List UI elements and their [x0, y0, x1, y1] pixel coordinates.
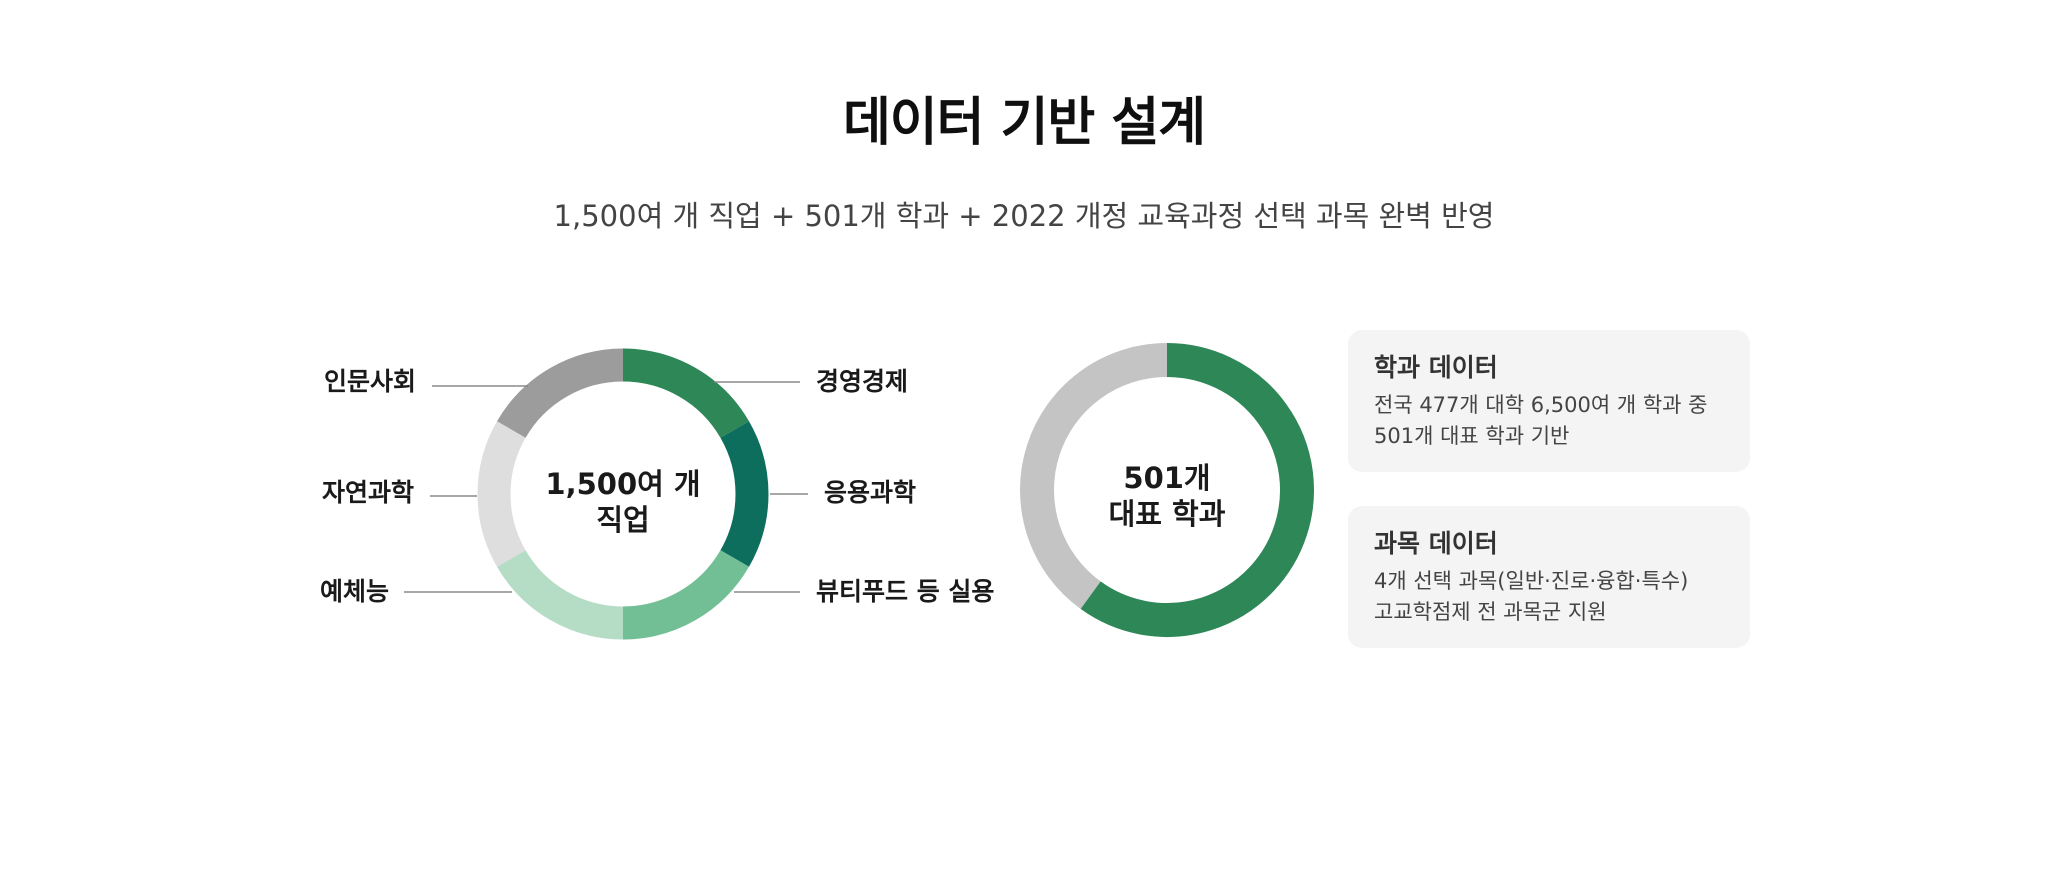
jobs-donut-slice-2: [622, 549, 750, 640]
jobs-donut-slice-0: [622, 348, 750, 439]
subject-data-card-title: 과목 데이터: [1374, 529, 1498, 558]
major-data-card-line-2: 501개 대표 학과 기반: [1374, 424, 1570, 448]
category-label-business: 경영경제: [816, 367, 909, 396]
majors-center-line-2: 대표 학과: [1108, 497, 1226, 531]
subject-data-card: 과목 데이터 4개 선택 과목(일반·진로·융합·특수) 고교학점제 전 과목군…: [1348, 506, 1750, 648]
category-label-applied-science: 응용과학: [824, 478, 917, 507]
jobs-donut-slice-3: [496, 549, 624, 640]
major-data-card-title: 학과 데이터: [1374, 353, 1498, 382]
majors-center-line-1: 501개: [1123, 461, 1211, 495]
subject-data-card-line-2: 고교학점제 전 과목군 지원: [1374, 600, 1607, 624]
major-data-card: 학과 데이터 전국 477개 대학 6,500여 개 학과 중 501개 대표 …: [1348, 330, 1750, 472]
page-subtitle: 1,500여 개 직업 + 501개 학과 + 2022 개정 교육과정 선택 …: [553, 199, 1495, 233]
major-data-card-desc: 전국 477개 대학 6,500여 개 학과 중 501개 대표 학과 기반: [1374, 390, 1724, 452]
jobs-donut-slice-4: [477, 421, 526, 567]
majors-donut-slice-1: [1020, 343, 1168, 609]
subject-data-card-line-1: 4개 선택 과목(일반·진로·융합·특수): [1374, 569, 1689, 593]
jobs-donut-slice-1: [720, 421, 769, 567]
category-label-arts: 예체능: [320, 577, 390, 606]
page-title: 데이터 기반 설계: [842, 93, 1206, 153]
category-label-natural-science: 자연과학: [322, 478, 415, 507]
jobs-center-line-2: 직업: [596, 503, 650, 537]
jobs-center-line-1: 1,500여 개: [545, 467, 701, 501]
majors-donut-slice-0: [1080, 343, 1314, 637]
category-label-humanities: 인문사회: [324, 367, 417, 396]
category-label-practical: 뷰티푸드 등 실용: [816, 577, 995, 606]
major-data-card-line-1: 전국 477개 대학 6,500여 개 학과 중: [1374, 393, 1708, 417]
jobs-donut-slice-5: [496, 348, 624, 439]
jobs-donut-center-label: 1,500여 개 직업: [523, 466, 723, 538]
subject-data-card-desc: 4개 선택 과목(일반·진로·융합·특수) 고교학점제 전 과목군 지원: [1374, 566, 1724, 628]
majors-donut-center-label: 501개 대표 학과: [1067, 460, 1267, 532]
